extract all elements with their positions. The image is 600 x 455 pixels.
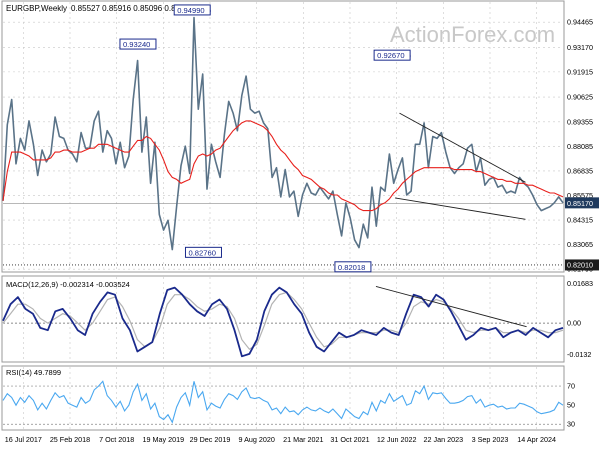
macd-y-tick-label: -0.0132	[567, 350, 591, 359]
extreme-label-box	[334, 261, 372, 273]
x-tick-label: 12 Jun 2022	[377, 435, 417, 444]
macd-line	[2, 286, 564, 358]
last-price-label: 0.85170	[567, 199, 593, 208]
rsi-y-tick-label: 50	[567, 401, 575, 410]
x-tick-label: 19 May 2019	[143, 435, 185, 444]
last-price-box	[565, 197, 599, 209]
rsi-line	[2, 380, 564, 424]
y-tick-label: 0.93170	[567, 43, 593, 52]
grid-layer	[3, 2, 563, 429]
y-tick-label: 0.94465	[567, 18, 593, 27]
x-tick-label: 25 Feb 2018	[50, 435, 90, 444]
extreme-label-box	[184, 246, 222, 258]
rsi-panel-frame	[1, 365, 565, 431]
support-level-label: 0.82010	[567, 260, 593, 269]
extreme-label: 0.82018	[338, 263, 365, 272]
extreme-label: 0.92670	[377, 51, 404, 60]
chart-ohlc-label: 0.85527 0.85916 0.85096 0.85170	[71, 4, 194, 13]
price-panel-frame	[1, 0, 565, 273]
macd-panel-frame	[1, 275, 565, 363]
x-tick-label: 7 Oct 2018	[99, 435, 134, 444]
chart-symbol-label: EURGBP,Weekly	[6, 4, 67, 13]
extreme-label: 0.94990	[177, 6, 204, 15]
price-trendline	[399, 112, 526, 183]
y-tick-label: 0.91915	[567, 67, 593, 76]
rsi-y-tick-label: 30	[567, 420, 575, 429]
y-tick-label: 0.89355	[567, 117, 593, 126]
y-tick-label: 0.88085	[567, 142, 593, 151]
extreme-label: 0.82760	[188, 248, 215, 257]
y-tick-label: 0.85575	[567, 191, 593, 200]
watermark-text: ActionForex.com	[390, 22, 555, 47]
support-level-box	[565, 259, 599, 271]
price-trendline	[394, 197, 526, 220]
extreme-label-box	[173, 4, 211, 16]
price-series-line	[2, 16, 564, 251]
extreme-label-box	[373, 49, 411, 61]
macd-y-tick-label: 0.01683	[567, 279, 593, 288]
x-tick-label: 3 Sep 2023	[472, 435, 509, 444]
y-tick-label: 0.86835	[567, 166, 593, 175]
extreme-label-box	[119, 38, 157, 50]
x-tick-label: 16 Jul 2017	[5, 435, 42, 444]
x-tick-label: 21 Mar 2021	[283, 435, 323, 444]
rsi-label: RSI(14) 49.7899	[6, 368, 61, 377]
x-tick-label: 9 Aug 2020	[238, 435, 274, 444]
macd-signal-line	[2, 291, 564, 350]
x-tick-label: 14 Apr 2024	[517, 435, 556, 444]
y-tick-label: 0.84315	[567, 216, 593, 225]
y-tick-label: 0.90625	[567, 93, 593, 102]
x-tick-label: 22 Jan 2023	[424, 435, 464, 444]
axis-layer: 16 Jul 2017 25 Feb 2018 7 Oct 2018 19 May 2…	[5, 18, 599, 444]
x-tick-label: 29 Dec 2019	[190, 435, 231, 444]
x-tick-label: 31 Oct 2021	[330, 435, 369, 444]
series-layer	[2, 16, 564, 424]
macd-y-tick-label: 0.00	[567, 319, 581, 328]
rsi-y-tick-label: 70	[567, 382, 575, 391]
macd-trendline	[375, 286, 527, 328]
moving-average-line	[2, 120, 564, 212]
macd-label: MACD(12,26,9) -0.002314 -0.003524	[6, 280, 130, 289]
extreme-label: 0.93240	[123, 40, 150, 49]
y-tick-label: 0.83065	[567, 240, 593, 249]
annotation-layer: 0.93240 0.94990 0.82760 0.82018 0.92670	[119, 4, 411, 273]
